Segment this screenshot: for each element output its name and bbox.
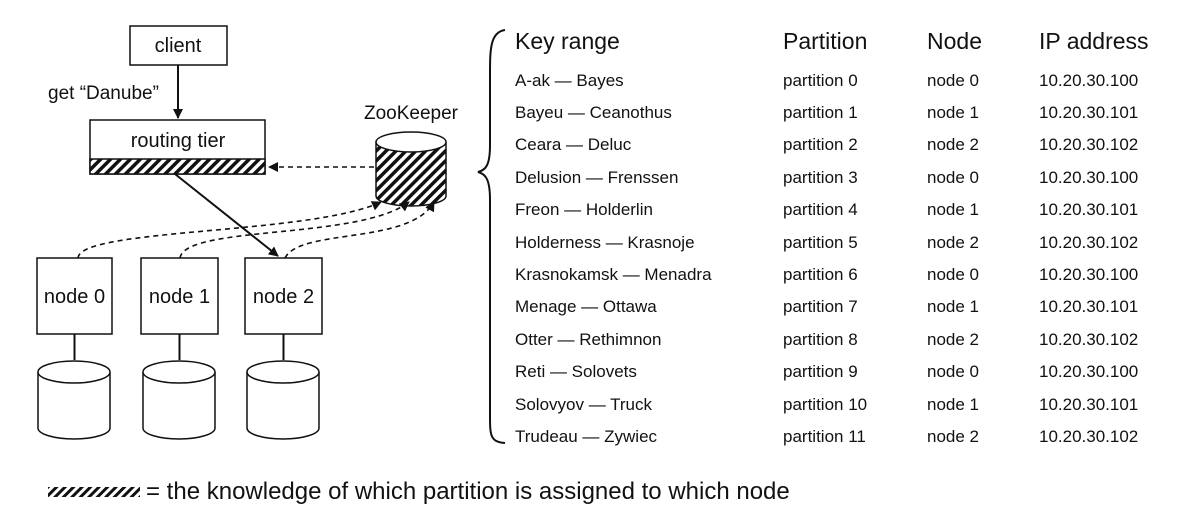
node0-disk xyxy=(37,360,111,440)
client-label: client xyxy=(155,35,202,57)
cell-partition: partition 1 xyxy=(783,103,858,123)
cell-partition: partition 5 xyxy=(783,232,858,252)
header-node: Node xyxy=(927,28,982,54)
cell-node: node 1 xyxy=(927,103,979,123)
cell-node: node 2 xyxy=(927,426,979,446)
cell-key-range: Otter — Rethimnon xyxy=(515,329,662,349)
route-to-node2-arrow xyxy=(174,173,279,257)
cell-key-range: Delusion — Frenssen xyxy=(515,167,679,187)
cell-partition: partition 11 xyxy=(783,426,866,446)
table-row: Krasnokamsk — Menadra partition 6 node 0 10… xyxy=(515,258,1169,290)
cell-partition: partition 9 xyxy=(783,362,858,382)
header-ip-address: IP address xyxy=(1039,28,1149,54)
cell-key-range: Trudeau — Zywiec xyxy=(515,426,658,446)
cell-key-range: Solovyov — Truck xyxy=(515,394,652,414)
node2-disk xyxy=(246,360,320,440)
cell-ip: 10.20.30.102 xyxy=(1039,426,1139,446)
cell-node: node 1 xyxy=(927,394,979,414)
hatch-legend-icon xyxy=(48,487,140,497)
cell-node: node 2 xyxy=(927,329,979,349)
cell-key-range: Ceara — Deluc xyxy=(515,135,632,155)
cell-node: node 0 xyxy=(927,70,979,90)
node2-label: node 2 xyxy=(253,286,314,308)
table-row: Menage — Ottawa partition 7 node 1 10.20.30… xyxy=(515,291,1169,323)
table-row: Holderness — Krasnoje partition 5 node 2 10… xyxy=(515,226,1169,258)
cell-partition: partition 10 xyxy=(783,394,868,414)
cell-ip: 10.20.30.101 xyxy=(1039,394,1139,414)
cell-partition: partition 4 xyxy=(783,200,858,220)
client-box: client xyxy=(129,25,228,66)
routing-tier-box: routing tier xyxy=(89,119,266,175)
zookeeper-cylinder xyxy=(375,131,447,207)
partition-table: Key range Partition Node IP address A-ak… xyxy=(515,30,1169,453)
cell-key-range: A-ak — Bayes xyxy=(515,70,624,90)
cell-ip: 10.20.30.100 xyxy=(1039,167,1139,187)
cell-ip: 10.20.30.101 xyxy=(1039,297,1139,317)
node1-box: node 1 xyxy=(140,257,219,335)
table-brace xyxy=(477,29,506,444)
cell-partition: partition 8 xyxy=(783,329,858,349)
legend-text: = the knowledge of which partition is as… xyxy=(146,478,790,505)
cell-key-range: Krasnokamsk — Menadra xyxy=(515,265,712,285)
cell-node: node 0 xyxy=(927,362,979,382)
routing-tier-label: routing tier xyxy=(131,130,226,152)
cell-partition: partition 3 xyxy=(783,167,858,187)
table-row: Bayeu — Ceanothus partition 1 node 1 10.20.… xyxy=(515,96,1169,128)
cell-key-range: Holderness — Krasnoje xyxy=(515,232,695,252)
cell-partition: partition 0 xyxy=(783,70,858,90)
cell-node: node 1 xyxy=(927,297,979,317)
cell-key-range: Menage — Ottawa xyxy=(515,297,657,317)
node0-label: node 0 xyxy=(44,286,105,308)
cell-partition: partition 7 xyxy=(783,297,858,317)
table-row: Trudeau — Zywiec partition 11 node 2 10.20.… xyxy=(515,420,1169,452)
header-partition: Partition xyxy=(783,28,868,54)
header-key-range: Key range xyxy=(515,28,620,54)
table-row: Freon — Holderlin partition 4 node 1 10.20.… xyxy=(515,194,1169,226)
cell-node: node 1 xyxy=(927,200,979,220)
table-header-row: Key range Partition Node IP address xyxy=(515,30,1169,64)
zookeeper-label: ZooKeeper xyxy=(364,103,459,124)
table-row: Delusion — Frenssen partition 3 node 0 10.2… xyxy=(515,161,1169,193)
cell-node: node 0 xyxy=(927,167,979,187)
node1-label: node 1 xyxy=(149,286,210,308)
legend: = the knowledge of which partition is as… xyxy=(48,478,790,506)
node2-to-zookeeper-arrow xyxy=(284,201,435,259)
node0-to-zookeeper-arrow xyxy=(77,201,382,259)
cell-key-range: Bayeu — Ceanothus xyxy=(515,103,672,123)
cell-key-range: Reti — Solovets xyxy=(515,362,637,382)
cell-ip: 10.20.30.100 xyxy=(1039,70,1139,90)
node2-box: node 2 xyxy=(244,257,323,335)
request-label: get “Danube” xyxy=(48,83,159,104)
cell-ip: 10.20.30.102 xyxy=(1039,329,1139,349)
table-row: Solovyov — Truck partition 10 node 1 10.20.… xyxy=(515,388,1169,420)
cell-ip: 10.20.30.102 xyxy=(1039,135,1139,155)
cell-ip: 10.20.30.101 xyxy=(1039,103,1139,123)
cell-node: node 2 xyxy=(927,232,979,252)
cell-partition: partition 2 xyxy=(783,135,858,155)
cell-node: node 0 xyxy=(927,265,979,285)
cell-ip: 10.20.30.100 xyxy=(1039,362,1139,382)
node1-disk xyxy=(142,360,216,440)
cell-ip: 10.20.30.102 xyxy=(1039,232,1139,252)
cell-ip: 10.20.30.100 xyxy=(1039,265,1139,285)
node0-box: node 0 xyxy=(36,257,113,335)
table-row: Otter — Rethimnon partition 8 node 2 10.20.… xyxy=(515,323,1169,355)
table-row: Ceara — Deluc partition 2 node 2 10.20.30.1… xyxy=(515,129,1169,161)
routing-tier-hatch xyxy=(89,158,266,175)
table-row: A-ak — Bayes partition 0 node 0 10.20.30.10… xyxy=(515,64,1169,96)
cell-ip: 10.20.30.101 xyxy=(1039,200,1139,220)
table-row: Reti — Solovets partition 9 node 0 10.20.30… xyxy=(515,356,1169,388)
cell-partition: partition 6 xyxy=(783,265,858,285)
cell-node: node 2 xyxy=(927,135,979,155)
cell-key-range: Freon — Holderlin xyxy=(515,200,653,220)
